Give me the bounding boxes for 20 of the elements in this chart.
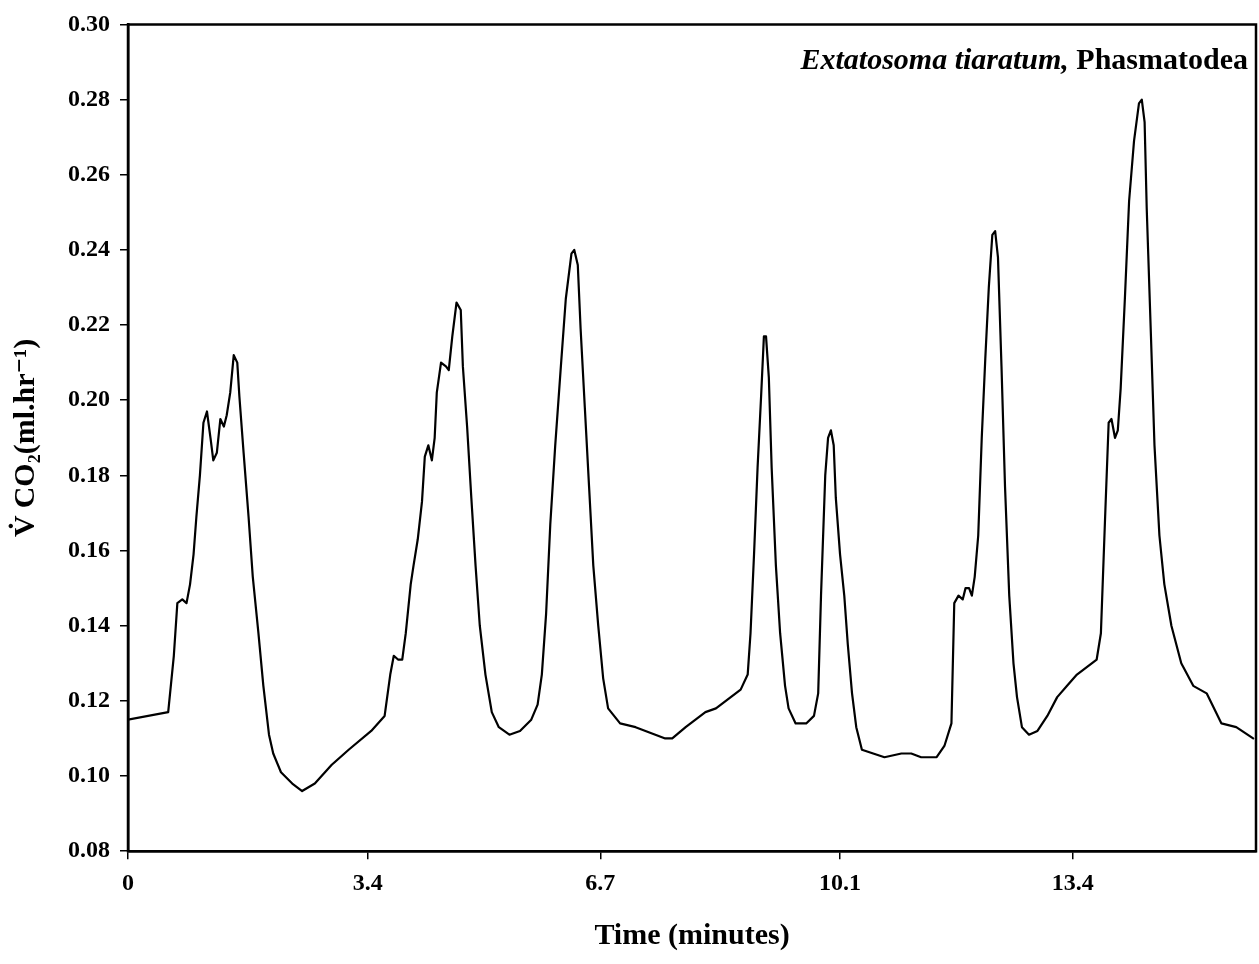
y-tick-label: 0.24 [68, 235, 110, 262]
x-tick-label: 6.7 [585, 868, 616, 895]
y-tick-label: 0.28 [68, 84, 110, 111]
x-tick-label: 3.4 [352, 868, 383, 895]
y-tick-label: 0.14 [68, 610, 110, 637]
y-tick-label: 0.10 [68, 761, 110, 788]
y-tick-label: 0.26 [68, 159, 110, 186]
y-tick-label: 0.18 [68, 460, 110, 487]
y-tick-label: 0.30 [68, 9, 110, 36]
y-tick-label: 0.12 [68, 686, 110, 713]
y-tick-label: 0.20 [68, 385, 110, 412]
y-tick-label: 0.22 [68, 310, 110, 337]
x-tick-label: 0 [122, 868, 134, 895]
y-tick-label: 0.08 [68, 836, 110, 863]
x-tick-label: 10.1 [819, 868, 862, 895]
y-axis-title: V̇ CO₂(ml.hr⁻¹) [6, 338, 41, 537]
y-tick-label: 0.16 [68, 535, 110, 562]
text: Extatosoma tiaratum, Phasmatodea [799, 42, 1249, 76]
x-axis-title: Time (minutes) [594, 916, 790, 951]
x-tick-label: 13.4 [1051, 868, 1094, 895]
